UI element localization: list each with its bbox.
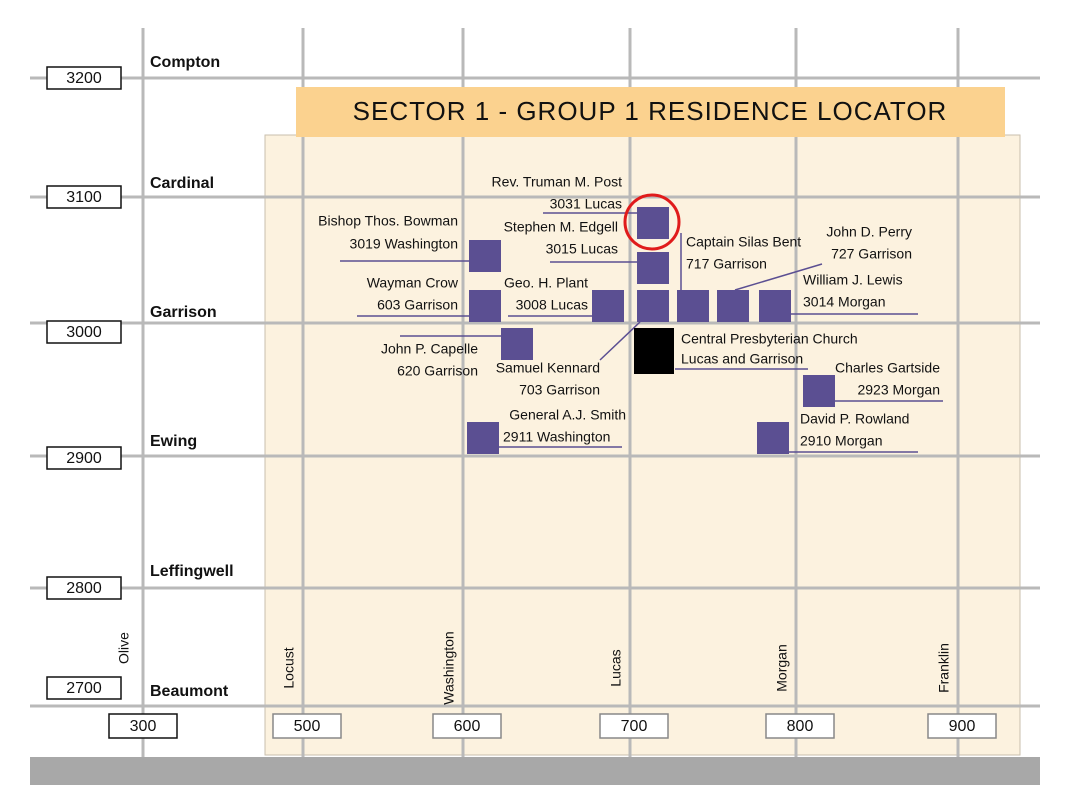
resident-name: David P. Rowland <box>800 411 909 427</box>
street-name: Leffingwell <box>150 563 234 580</box>
residence-marker <box>637 290 669 322</box>
resident-name: John P. Capelle <box>381 341 478 357</box>
resident-address: Lucas and Garrison <box>681 351 803 367</box>
street-name: Ewing <box>150 433 197 450</box>
block-number: 500 <box>294 718 321 735</box>
resident-address: 603 Garrison <box>377 297 458 313</box>
avenue-name: Washington <box>441 631 457 704</box>
block-box <box>599 713 669 739</box>
resident-address: 2910 Morgan <box>800 433 883 449</box>
block-box <box>765 713 835 739</box>
street-name: Cardinal <box>150 175 214 192</box>
resident-name: Stephen M. Edgell <box>504 219 618 235</box>
resident-address: 727 Garrison <box>831 246 912 262</box>
block-box <box>46 66 122 90</box>
resident-name: Charles Gartside <box>835 360 940 376</box>
residence-marker <box>759 290 791 322</box>
resident-address: 3008 Lucas <box>516 297 588 313</box>
residence-marker <box>803 375 835 407</box>
residence-marker <box>757 422 789 454</box>
block-box <box>46 676 122 700</box>
title-banner <box>296 87 1005 137</box>
residence-marker <box>469 240 501 272</box>
block-number: 300 <box>130 718 157 735</box>
resident-name: Central Presbyterian Church <box>681 331 858 347</box>
block-number: 800 <box>787 718 814 735</box>
street-grid: 3200 Compton 3100 Cardinal 3000 Garrison 2900 E… <box>30 28 1040 757</box>
block-number: 2900 <box>66 450 102 467</box>
resident-address: 3031 Lucas <box>550 196 622 212</box>
resident-name: Bishop Thos. Bowman <box>318 213 458 229</box>
leader-line <box>734 263 823 291</box>
residences: Rev. Truman M. Post 3031 Lucas Bishop Thos… <box>318 174 943 454</box>
avenue-name: Lucas <box>608 649 624 686</box>
residence-marker <box>637 207 669 239</box>
resident-address: 3019 Washington <box>350 236 458 252</box>
resident-name: Samuel Kennard <box>496 360 600 376</box>
avenue-name: Olive <box>116 632 132 664</box>
resident-address: 2911 Washington <box>503 429 610 445</box>
block-box <box>46 320 122 344</box>
resident-name: Captain Silas Bent <box>686 234 801 250</box>
avenue-name: Locust <box>281 647 297 688</box>
highlight-circle <box>623 193 681 251</box>
block-box <box>272 713 342 739</box>
block-box <box>108 713 178 739</box>
street-name: Compton <box>150 54 220 71</box>
residence-marker <box>637 252 669 284</box>
block-box <box>432 713 502 739</box>
residence-marker <box>677 290 709 322</box>
block-box <box>46 446 122 470</box>
resident-address: 2923 Morgan <box>857 382 940 398</box>
resident-name: Wayman Crow <box>367 275 459 291</box>
resident-name: Geo. H. Plant <box>504 275 588 291</box>
residence-marker <box>469 290 501 322</box>
block-number: 2800 <box>66 580 102 597</box>
block-box <box>46 185 122 209</box>
block-number: 3000 <box>66 324 102 341</box>
resident-address: 3015 Lucas <box>546 241 618 257</box>
resident-name: Rev. Truman M. Post <box>492 174 623 190</box>
street-name: Garrison <box>150 304 217 321</box>
block-number: 3200 <box>66 70 102 87</box>
residence-marker <box>592 290 624 322</box>
bottom-bar <box>30 757 1040 785</box>
block-number: 700 <box>621 718 648 735</box>
block-box <box>927 713 997 739</box>
resident-address: 703 Garrison <box>519 382 600 398</box>
block-box <box>46 576 122 600</box>
resident-name: William J. Lewis <box>803 272 903 288</box>
leader-line <box>599 321 641 361</box>
avenue-name: Morgan <box>774 644 790 691</box>
resident-name: General A.J. Smith <box>509 407 626 423</box>
resident-address: 3014 Morgan <box>803 294 886 310</box>
block-number: 2700 <box>66 680 102 697</box>
residence-marker <box>501 328 533 360</box>
street-name: Beaumont <box>150 683 229 700</box>
block-number: 600 <box>454 718 481 735</box>
residence-marker <box>467 422 499 454</box>
resident-address: 717 Garrison <box>686 256 767 272</box>
church-marker <box>634 328 674 374</box>
title: SECTOR 1 - GROUP 1 RESIDENCE LOCATOR <box>353 96 948 126</box>
residence-marker <box>717 290 749 322</box>
resident-address: 620 Garrison <box>397 363 478 379</box>
avenue-name: Franklin <box>936 643 952 693</box>
block-number: 3100 <box>66 189 102 206</box>
block-number: 900 <box>949 718 976 735</box>
resident-name: John D. Perry <box>826 224 912 240</box>
